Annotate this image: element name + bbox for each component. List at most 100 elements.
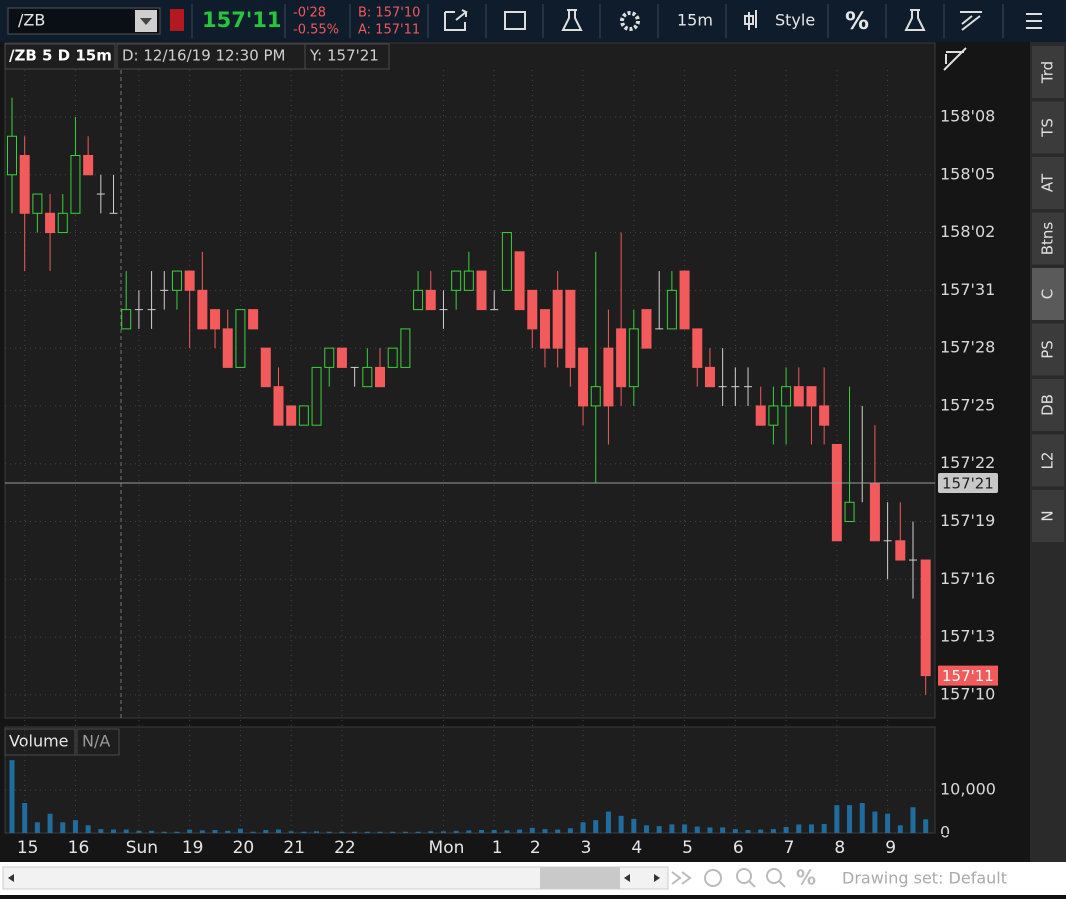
volume-bar <box>682 824 688 833</box>
candle-body <box>514 251 525 311</box>
volume-bar <box>352 831 358 833</box>
volume-bar <box>694 826 700 833</box>
candle-body <box>298 405 309 426</box>
side-tab-label[interactable]: L2 <box>1039 452 1057 470</box>
net-change: -0'28 <box>293 6 326 21</box>
volume-bar <box>364 831 370 833</box>
candle-body <box>57 212 68 234</box>
percent[interactable]: % <box>845 7 869 35</box>
candle-body <box>628 328 639 388</box>
volume-bar <box>504 830 510 833</box>
candle-body <box>375 366 386 388</box>
pct-change: -0.55% <box>293 23 339 38</box>
x-tick-label: 22 <box>334 838 356 858</box>
zoom-tools[interactable] <box>671 868 786 888</box>
volume-bar <box>656 826 662 833</box>
header-box <box>304 43 390 70</box>
volume-bar <box>237 828 243 833</box>
side-tab-label[interactable]: Btns <box>1039 222 1057 256</box>
x-tick-label: 9 <box>885 838 896 858</box>
volume-bar <box>22 803 28 833</box>
volume-bar <box>593 820 599 833</box>
volume-bar <box>479 830 485 833</box>
side-tab[interactable] <box>1032 157 1064 209</box>
studies-icon[interactable] <box>561 9 583 31</box>
symbol-box[interactable] <box>7 7 161 35</box>
crosshair-label: 157'21 <box>942 474 994 492</box>
candle-body <box>755 405 766 426</box>
side-tab[interactable] <box>1032 212 1064 265</box>
flask-icon[interactable] <box>904 9 926 31</box>
drawings-icon[interactable] <box>960 11 982 31</box>
volume-bar <box>199 830 205 833</box>
side-tab-label[interactable]: DB <box>1039 394 1057 416</box>
volume-bar <box>783 827 789 833</box>
volume-bar <box>440 831 446 833</box>
side-tab[interactable] <box>1032 101 1064 154</box>
x-tick-label: 21 <box>283 838 305 858</box>
news-icon[interactable] <box>504 11 526 30</box>
volume-bar <box>60 822 66 833</box>
candle-body <box>451 270 462 291</box>
candle-body <box>869 482 880 542</box>
side-tab-label[interactable]: C <box>1039 289 1057 299</box>
side-tab[interactable] <box>1032 490 1064 542</box>
side-tab-label[interactable]: Trd <box>1039 61 1057 84</box>
volume-bar <box>567 828 573 833</box>
last-price: 157'11 <box>202 8 282 32</box>
scroll-thumb[interactable] <box>540 867 620 889</box>
header-box <box>76 728 120 756</box>
volume-bar <box>85 825 91 833</box>
volume-bar <box>910 807 916 833</box>
header-box <box>4 728 76 756</box>
share-icon[interactable] <box>444 9 468 31</box>
volume-bar <box>72 820 78 833</box>
settings-icon[interactable] <box>620 11 640 31</box>
interval[interactable]: 15m <box>677 11 713 30</box>
scroll-left[interactable] <box>8 874 14 882</box>
candle-body <box>806 386 817 407</box>
drawing-tool[interactable] <box>943 47 967 71</box>
style-icon[interactable] <box>744 10 757 30</box>
side-tab-label[interactable]: N <box>1039 510 1057 521</box>
crosshair-label-box <box>938 472 998 493</box>
side-tab[interactable] <box>1032 46 1064 98</box>
scrollbar[interactable] <box>2 866 669 890</box>
volume-bar <box>339 831 345 833</box>
symbol[interactable]: /ZB <box>18 11 45 30</box>
x-tick-label: 20 <box>233 838 255 858</box>
percent-tool[interactable]: % <box>796 866 816 890</box>
side-tab[interactable] <box>1032 323 1064 376</box>
style[interactable]: Style <box>775 11 815 30</box>
volume-bar <box>885 813 891 833</box>
y-tick-label: 157'19 <box>940 511 995 530</box>
last-price-label: 157'11 <box>942 667 994 685</box>
volume-bar <box>872 811 878 833</box>
volume-bar <box>187 829 193 833</box>
volume-bar <box>859 803 865 833</box>
volume-bar <box>542 829 548 833</box>
side-tab-label[interactable]: TS <box>1039 118 1057 138</box>
volume-bar <box>517 829 523 833</box>
side-tab[interactable] <box>1032 268 1064 320</box>
candle-body <box>413 289 424 311</box>
volume-bar <box>47 813 53 833</box>
side-tab-label[interactable]: AT <box>1039 173 1057 192</box>
candle-body <box>70 155 81 214</box>
volume-bar <box>631 818 637 833</box>
volume-bar <box>605 811 611 833</box>
volume-bar <box>720 827 726 833</box>
volume-bar <box>847 805 853 833</box>
y-tick-label: 158'08 <box>940 106 995 125</box>
menu-icon[interactable] <box>1026 13 1042 29</box>
candle-body <box>260 347 271 388</box>
y-tick-label: 157'22 <box>940 453 995 472</box>
side-tab[interactable] <box>1032 379 1064 431</box>
volume-bar <box>9 760 15 833</box>
candle-body <box>616 328 627 388</box>
side-tab[interactable] <box>1032 434 1064 487</box>
side-tab-label[interactable]: PS <box>1039 340 1057 359</box>
volume-bar <box>326 831 332 833</box>
alert-icon[interactable] <box>170 9 184 31</box>
